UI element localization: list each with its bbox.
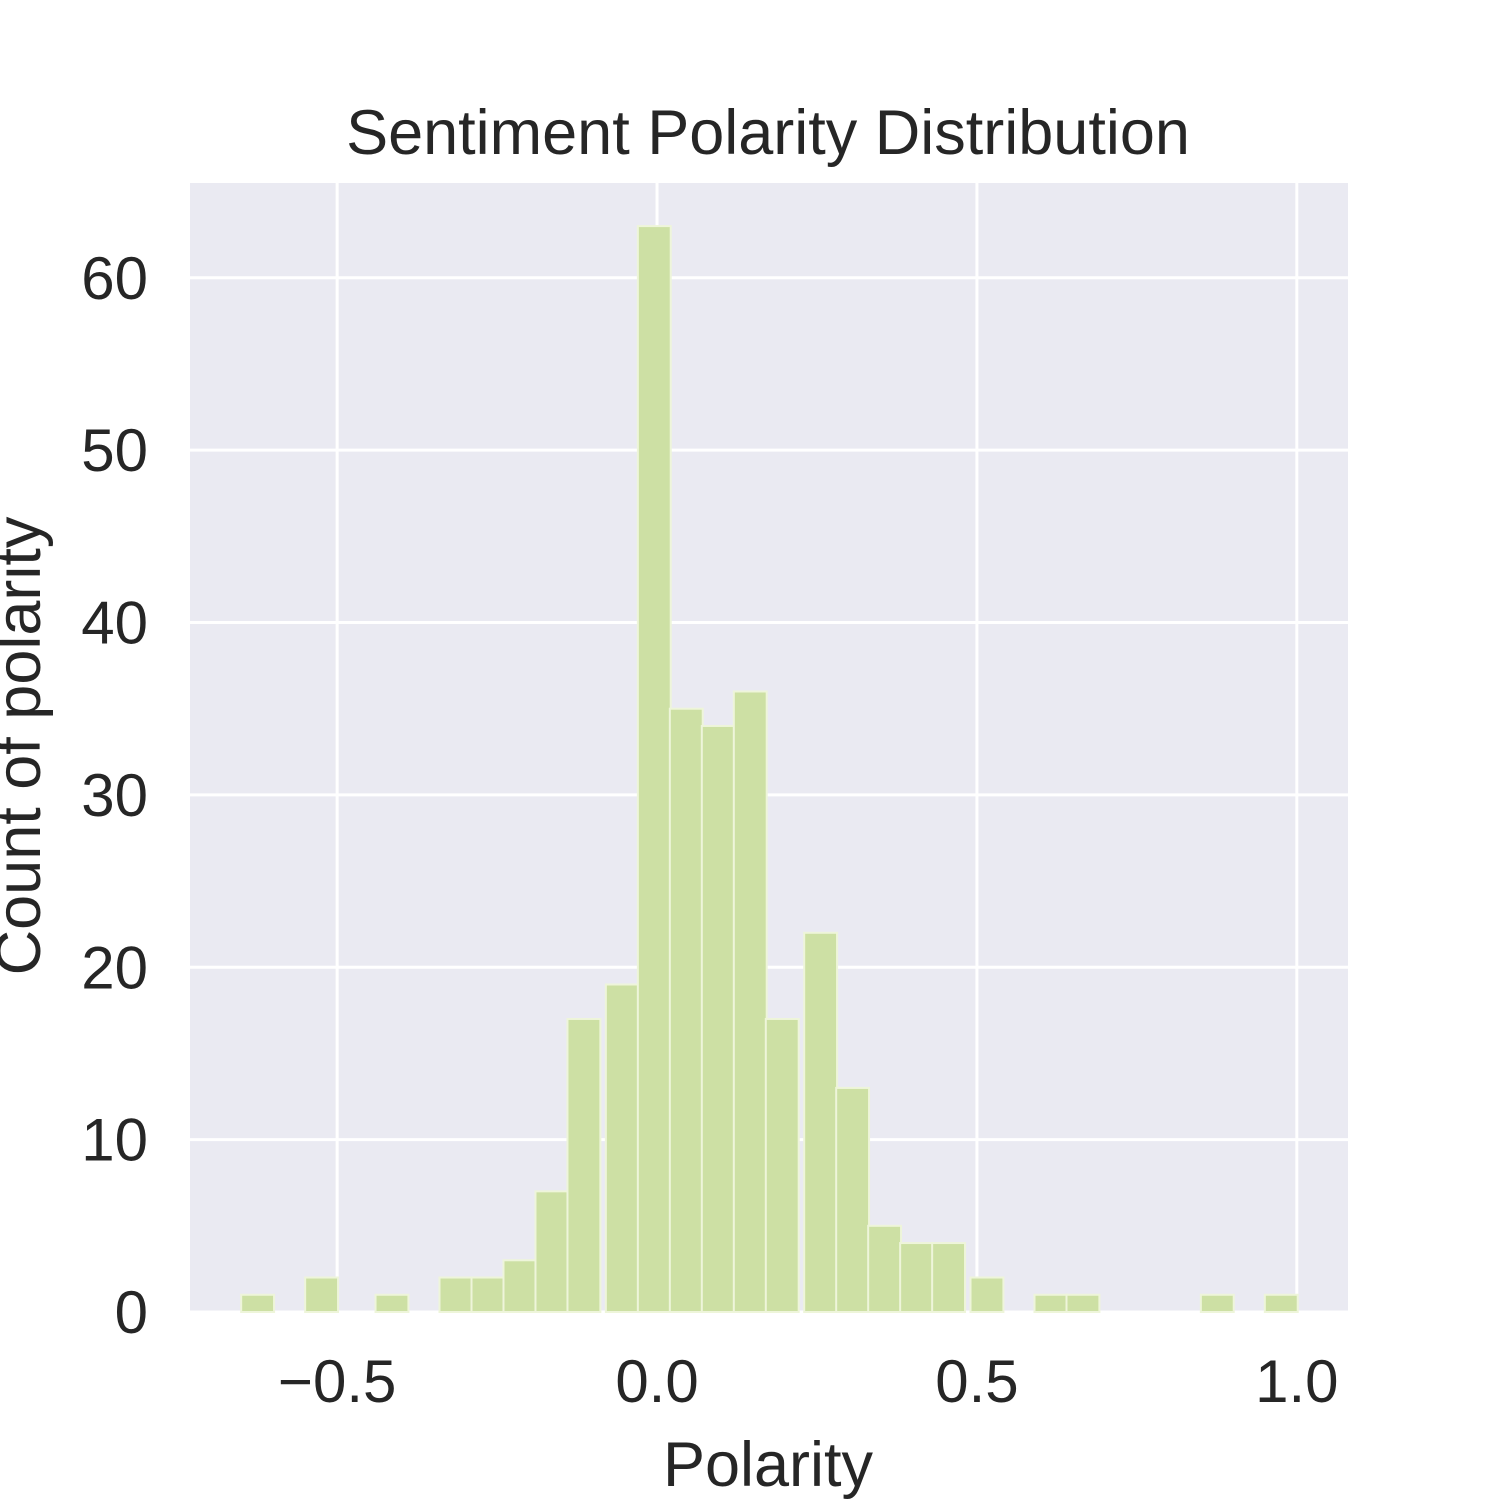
y-axis-label: Count of polarity	[0, 516, 54, 975]
histogram-bar	[1065, 1293, 1101, 1313]
histogram-bar	[374, 1293, 410, 1313]
x-tick-label: 0.5	[935, 1348, 1018, 1415]
y-tick-label: 60	[81, 245, 148, 312]
y-tick-label: 30	[81, 762, 148, 829]
histogram-bar	[470, 1276, 506, 1314]
histogram-bar	[931, 1242, 967, 1314]
grid-lines	[190, 183, 1348, 1314]
tick-labels: 0 10 20 30 40 50 60 −0.5 0.0 0.5 1.0	[81, 245, 1338, 1415]
histogram-bar	[700, 724, 736, 1313]
histogram-bar	[867, 1224, 903, 1313]
histogram-bar	[899, 1242, 935, 1314]
y-tick-label: 20	[81, 934, 148, 1001]
y-tick-label: 40	[81, 590, 148, 657]
histogram-bar	[969, 1276, 1005, 1314]
histogram-bar	[803, 931, 839, 1313]
histogram-bar	[835, 1086, 871, 1314]
histogram-bar	[1263, 1293, 1299, 1313]
histogram-bar	[438, 1276, 474, 1314]
x-tick-label: 0.0	[615, 1348, 698, 1415]
histogram-bar	[304, 1276, 340, 1314]
histogram-bar	[1033, 1293, 1069, 1313]
histogram-bar	[764, 1017, 800, 1313]
histogram-bar	[240, 1293, 276, 1313]
x-tick-label: 1.0	[1255, 1348, 1338, 1415]
histogram-bar	[502, 1259, 538, 1313]
y-tick-label: 10	[81, 1107, 148, 1174]
histogram-bar	[1199, 1293, 1235, 1313]
y-tick-label: 50	[81, 417, 148, 484]
x-axis-label: Polarity	[663, 1430, 874, 1500]
histogram-bar	[636, 225, 672, 1314]
histogram-bar	[732, 690, 768, 1313]
histogram-bar	[566, 1017, 602, 1313]
histogram-bar	[534, 1190, 570, 1313]
histogram-bar	[668, 707, 704, 1313]
x-tick-label: −0.5	[278, 1348, 396, 1415]
chart-title: Sentiment Polarity Distribution	[346, 98, 1190, 168]
histogram-bars	[240, 225, 1299, 1314]
histogram-bar	[604, 983, 640, 1314]
y-tick-label: 0	[115, 1279, 148, 1346]
